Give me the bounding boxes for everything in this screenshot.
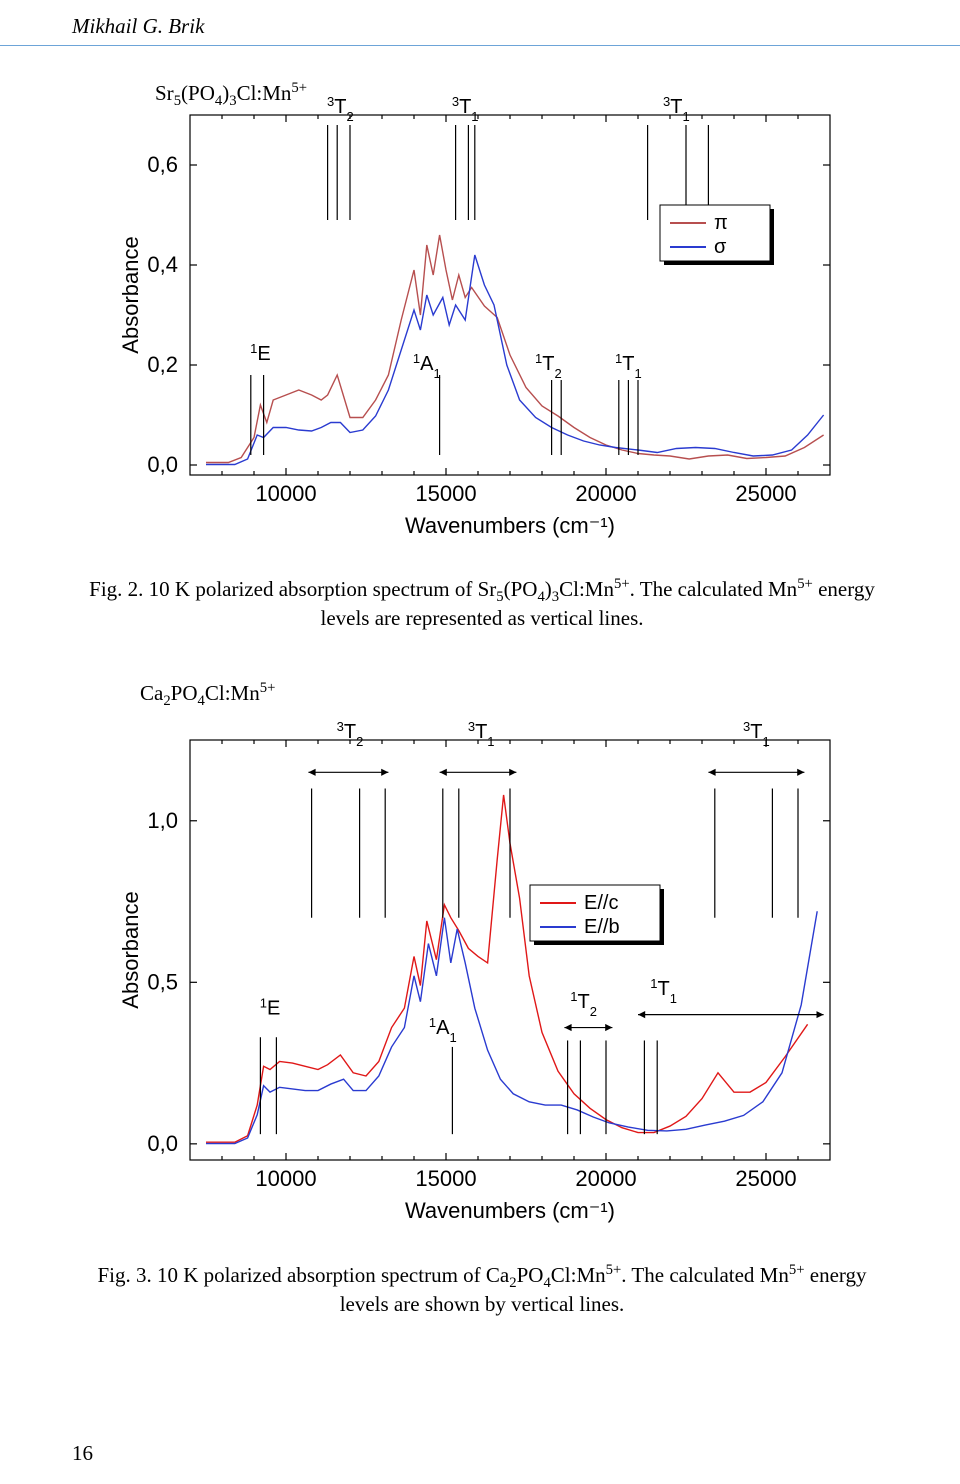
- svg-text:1T1: 1T1: [650, 976, 677, 1006]
- svg-text:π: π: [714, 212, 728, 234]
- svg-text:3T2: 3T2: [327, 94, 354, 124]
- page-number: 16: [72, 1441, 93, 1466]
- svg-text:3T1: 3T1: [663, 94, 690, 124]
- author-name: Mikhail G. Brik: [72, 14, 204, 38]
- svg-text:1T2: 1T2: [570, 989, 597, 1019]
- svg-text:1T1: 1T1: [615, 351, 642, 381]
- svg-text:1A1: 1A1: [429, 1015, 457, 1045]
- svg-text:1T2: 1T2: [535, 351, 562, 381]
- fig2-chart: 10000 15000 20000 25000 0,0 0,5 1,0 Wavenumbers…: [100, 700, 880, 1240]
- fig1-chart: 10000 15000 20000 25000 0,0 0,2 0,4 0,6 Wavenumb…: [100, 85, 880, 555]
- svg-text:0,5: 0,5: [147, 969, 178, 994]
- svg-text:15000: 15000: [415, 481, 476, 506]
- svg-text:1E: 1E: [260, 995, 281, 1020]
- svg-text:15000: 15000: [415, 1166, 476, 1191]
- fig2-caption: Fig. 3. 10 K polarized absorption spectr…: [72, 1262, 892, 1317]
- svg-text:25000: 25000: [735, 1166, 796, 1191]
- svg-text:E//c: E//c: [584, 892, 618, 914]
- svg-text:20000: 20000: [575, 1166, 636, 1191]
- svg-text:0,0: 0,0: [147, 452, 178, 477]
- svg-text:3T1: 3T1: [743, 719, 770, 749]
- svg-text:10000: 10000: [255, 1166, 316, 1191]
- svg-text:Wavenumbers (cm⁻¹): Wavenumbers (cm⁻¹): [405, 1198, 615, 1223]
- svg-text:1A1: 1A1: [413, 351, 441, 381]
- svg-text:25000: 25000: [735, 481, 796, 506]
- svg-text:0,6: 0,6: [147, 152, 178, 177]
- svg-text:1,0: 1,0: [147, 808, 178, 833]
- svg-text:E//b: E//b: [584, 916, 620, 938]
- svg-text:0,2: 0,2: [147, 352, 178, 377]
- page-header: Mikhail G. Brik: [0, 0, 960, 46]
- svg-text:Wavenumbers (cm⁻¹): Wavenumbers (cm⁻¹): [405, 513, 615, 538]
- svg-text:σ: σ: [714, 236, 727, 258]
- svg-text:Absorbance: Absorbance: [118, 236, 143, 353]
- svg-text:1E: 1E: [250, 341, 271, 366]
- svg-text:Absorbance: Absorbance: [118, 891, 143, 1008]
- fig1-caption: Fig. 2. 10 K polarized absorption spectr…: [72, 576, 892, 631]
- svg-text:3T1: 3T1: [452, 94, 479, 124]
- svg-text:0,4: 0,4: [147, 252, 178, 277]
- svg-text:0,0: 0,0: [147, 1131, 178, 1156]
- svg-text:10000: 10000: [255, 481, 316, 506]
- svg-text:3T1: 3T1: [468, 719, 495, 749]
- svg-text:20000: 20000: [575, 481, 636, 506]
